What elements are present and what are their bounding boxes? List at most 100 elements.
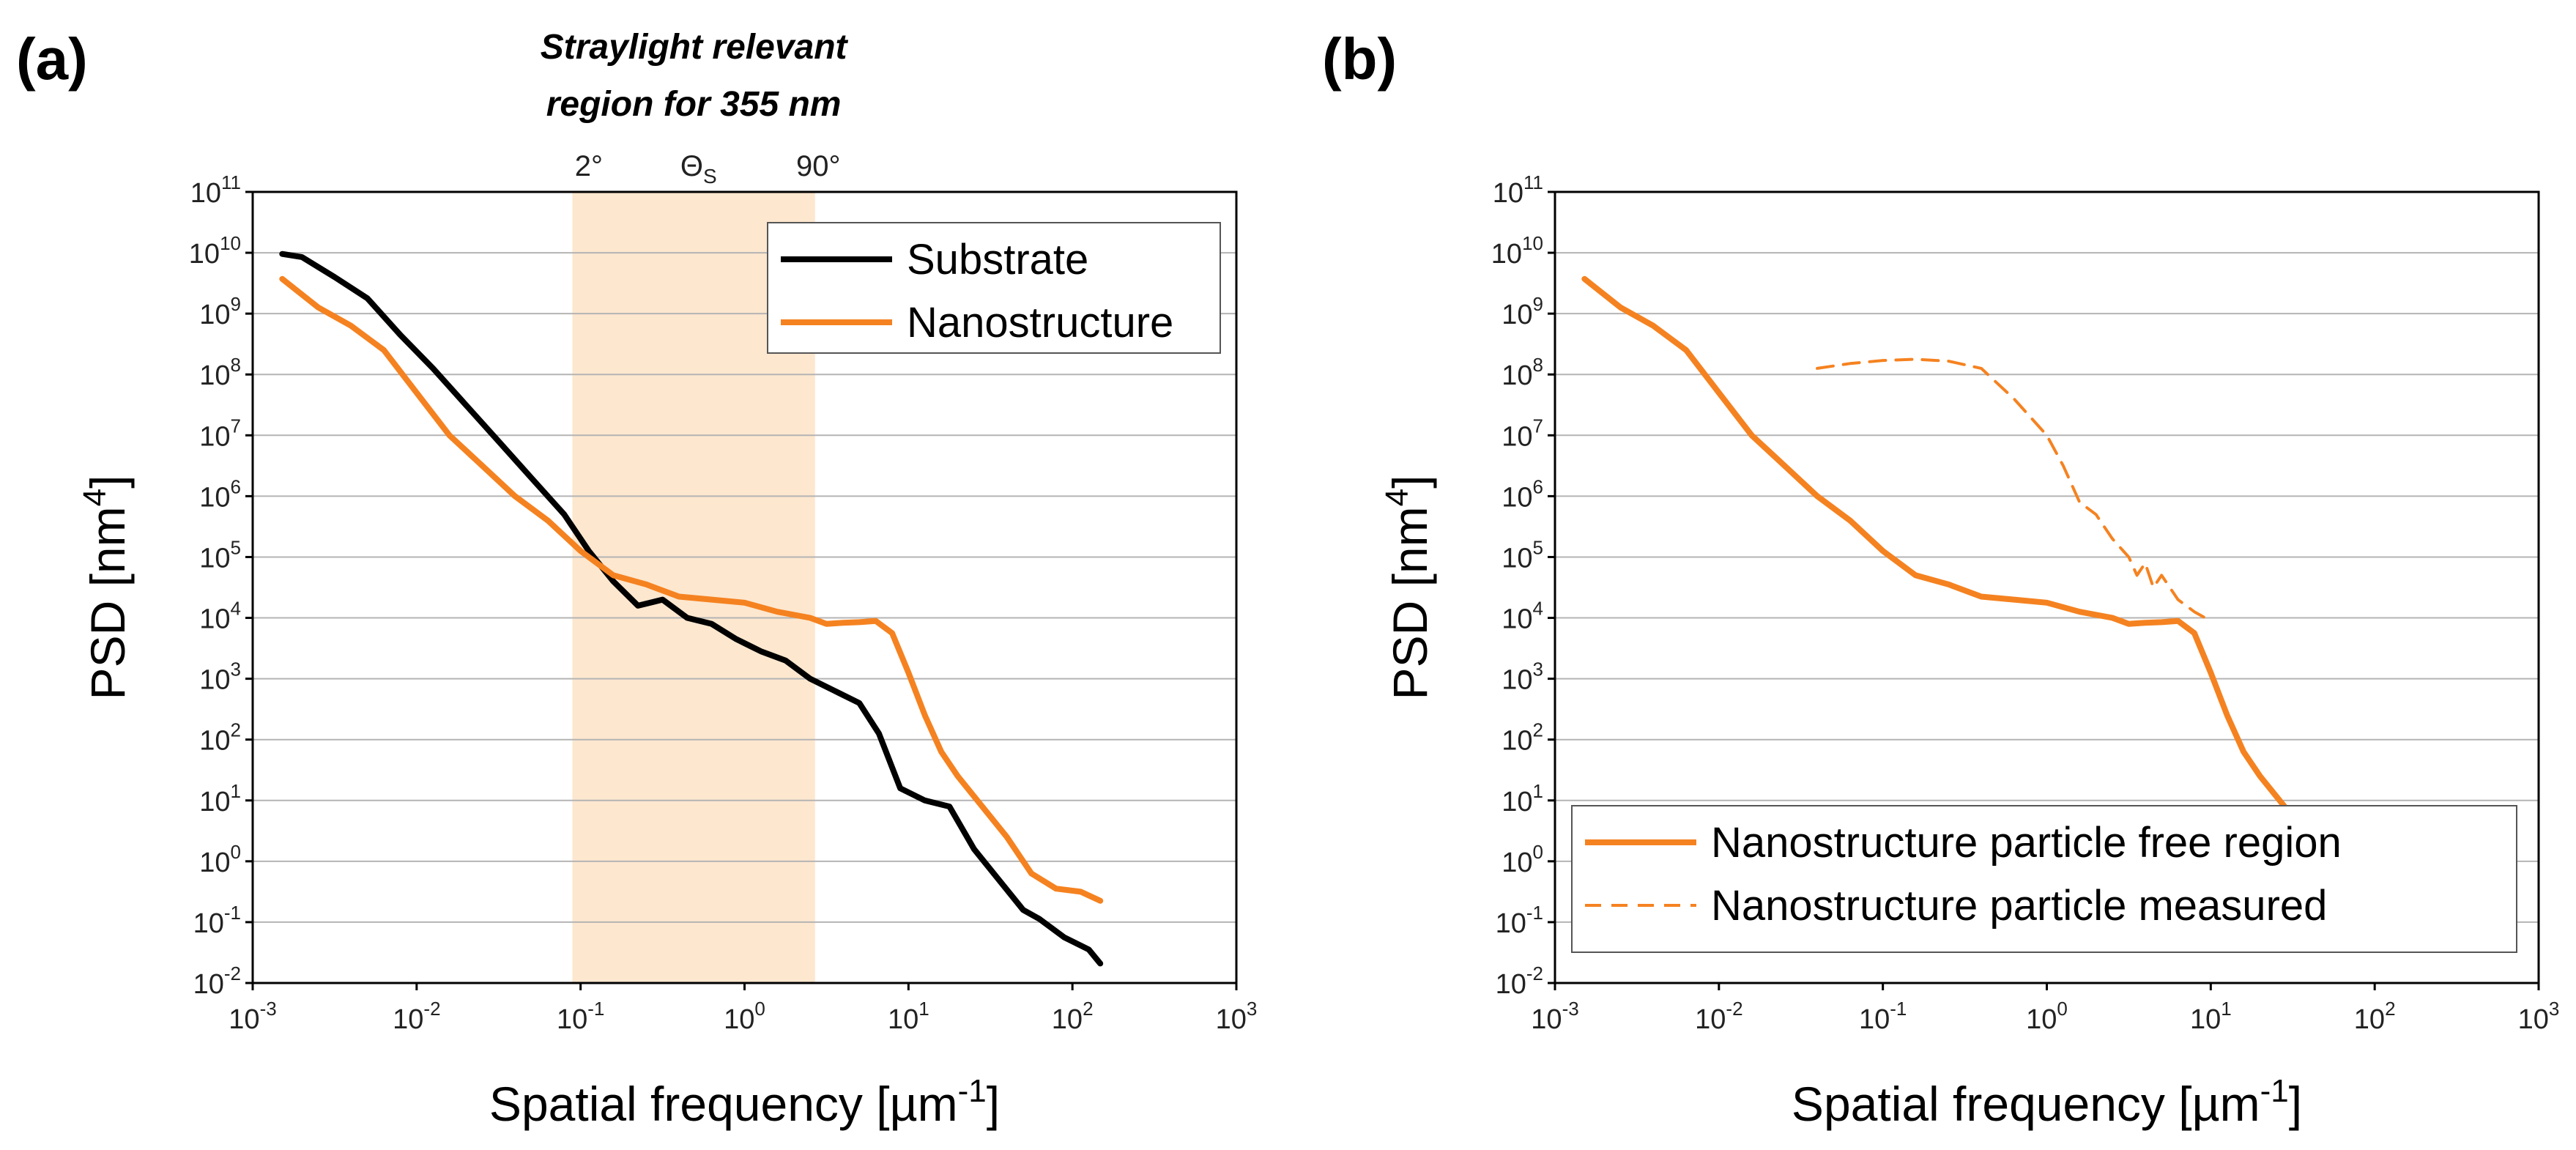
y-tick-base: 10: [199, 787, 230, 817]
x-axis-title-end: ]: [2289, 1077, 2302, 1131]
y-tick-exp: 4: [231, 598, 241, 620]
x-tick-label: 102: [2354, 998, 2396, 1035]
legend-label: Nanostructure: [907, 299, 1173, 346]
y-axis-title: PSD [nm4]: [1379, 475, 1437, 700]
x-tick-label: 10-1: [557, 998, 604, 1035]
y-tick-label: 10-2: [193, 962, 241, 1000]
panel-b: (b)10-210-110010110210310410510610710810…: [1322, 26, 2559, 1131]
x-tick-base: 10: [393, 1004, 423, 1035]
region-title-line2: region for 355 nm: [546, 85, 842, 124]
y-axis-title-end: ]: [1383, 475, 1437, 489]
x-axis-title-base: Spatial frequency [µm: [1792, 1077, 2260, 1131]
y-tick-label: 103: [199, 659, 241, 696]
y-tick-label: 106: [1502, 475, 1543, 513]
y-tick-exp: 10: [220, 232, 241, 254]
y-tick-label: 107: [199, 415, 241, 452]
x-tick-label: 10-2: [393, 998, 440, 1035]
y-tick-base: 10: [199, 300, 230, 330]
y-axis-title: PSD [nm4]: [77, 475, 135, 700]
y-tick-base: 10: [199, 360, 230, 391]
x-tick-exp: -1: [587, 998, 604, 1020]
y-tick-base: 10: [1502, 787, 1532, 817]
x-tick-base: 10: [2354, 1004, 2385, 1035]
y-tick-exp: 2: [1533, 719, 1543, 741]
y-tick-base: 10: [193, 908, 224, 939]
y-tick-label: 1011: [190, 171, 241, 209]
x-tick-exp: -1: [1890, 998, 1907, 1020]
x-tick-exp: 1: [918, 998, 929, 1020]
x-tick-base: 10: [1216, 1004, 1247, 1035]
x-tick-label: 10-3: [1531, 998, 1578, 1035]
series-line-nanostructure-particle-free-region: [1581, 275, 2332, 867]
series-line-substrate: [279, 251, 1104, 967]
panel-a: (a) Straylight relevant region for 355 nm 2…: [16, 26, 1257, 1131]
y-axis-title-exp: 4: [77, 489, 113, 506]
y-tick-base: 10: [199, 665, 230, 696]
y-tick-base: 10: [1496, 969, 1526, 1000]
legend-label: Substrate: [907, 236, 1088, 283]
x-tick-label: 100: [2026, 998, 2068, 1035]
x-axis-title: Spatial frequency [µm-1]: [489, 1073, 1000, 1131]
y-tick-base: 10: [199, 604, 230, 635]
x-tick-label: 100: [724, 998, 765, 1035]
y-tick-label: 104: [199, 598, 241, 635]
x-tick-base: 10: [557, 1004, 587, 1035]
x-tick-label: 10-2: [1695, 998, 1742, 1035]
y-axis-title-end: ]: [81, 475, 135, 489]
x-tick-base: 10: [2518, 1004, 2549, 1035]
y-tick-base: 10: [1502, 847, 1532, 878]
x-tick-exp: 0: [754, 998, 765, 1020]
y-tick-base: 10: [189, 239, 220, 270]
y-tick-exp: 9: [1533, 293, 1543, 315]
y-tick-exp: 2: [231, 719, 241, 741]
y-tick-exp: 11: [1523, 171, 1543, 193]
x-tick-label: 10-3: [229, 998, 276, 1035]
y-tick-label: 1010: [189, 232, 241, 270]
legend-box: [767, 222, 1221, 354]
x-tick-label: 102: [1052, 998, 1094, 1035]
x-tick-base: 10: [1052, 1004, 1083, 1035]
series-line-nanostructure-particle-measured: [1816, 357, 2213, 623]
y-tick-label: 108: [199, 354, 241, 391]
region-angle-label: ΘS: [680, 150, 717, 188]
y-tick-label: 100: [199, 841, 241, 878]
x-axis-title-end: ]: [987, 1077, 1000, 1131]
y-tick-exp: -2: [224, 962, 241, 984]
x-tick-base: 10: [1695, 1004, 1726, 1035]
x-tick-base: 10: [2026, 1004, 2057, 1035]
region-angle-text: 90°: [796, 150, 841, 182]
x-tick-exp: 2: [2385, 998, 2395, 1020]
y-tick-base: 10: [1491, 239, 1522, 270]
x-tick-base: 10: [724, 1004, 754, 1035]
legend-box: [1571, 805, 2517, 953]
y-tick-exp: -2: [1526, 962, 1543, 984]
y-tick-label: 1011: [1493, 171, 1543, 209]
y-tick-base: 10: [1502, 360, 1532, 391]
y-tick-exp: -1: [1526, 902, 1543, 924]
x-tick-exp: -3: [260, 998, 277, 1020]
y-tick-exp: 6: [1533, 475, 1543, 497]
y-tick-exp: 11: [221, 171, 241, 193]
y-axis-title-base: PSD [nm: [81, 506, 135, 700]
x-tick-label: 10-1: [1859, 998, 1907, 1035]
y-tick-label: 109: [1502, 293, 1543, 330]
region-angle-label: 2°: [575, 150, 603, 182]
y-tick-base: 10: [1502, 726, 1532, 757]
y-tick-base: 10: [1502, 665, 1532, 696]
y-tick-base: 10: [193, 969, 224, 1000]
y-tick-exp: 1: [231, 780, 241, 802]
y-tick-exp: 3: [1533, 659, 1543, 680]
y-axis-title-base: PSD [nm: [1383, 506, 1437, 700]
y-tick-base: 10: [199, 543, 230, 574]
x-axis-title-exp: -1: [2260, 1073, 2289, 1109]
y-tick-exp: 5: [231, 536, 241, 558]
region-title-line1: Straylight relevant: [541, 28, 849, 67]
region-angle-sub: S: [703, 165, 717, 188]
y-tick-base: 10: [1502, 482, 1532, 513]
x-tick-label: 103: [2518, 998, 2560, 1035]
y-tick-label: 102: [199, 719, 241, 757]
x-tick-exp: 0: [2057, 998, 2067, 1020]
y-tick-exp: 4: [1533, 598, 1543, 620]
y-tick-base: 10: [1493, 178, 1523, 209]
y-tick-exp: 10: [1522, 232, 1543, 254]
